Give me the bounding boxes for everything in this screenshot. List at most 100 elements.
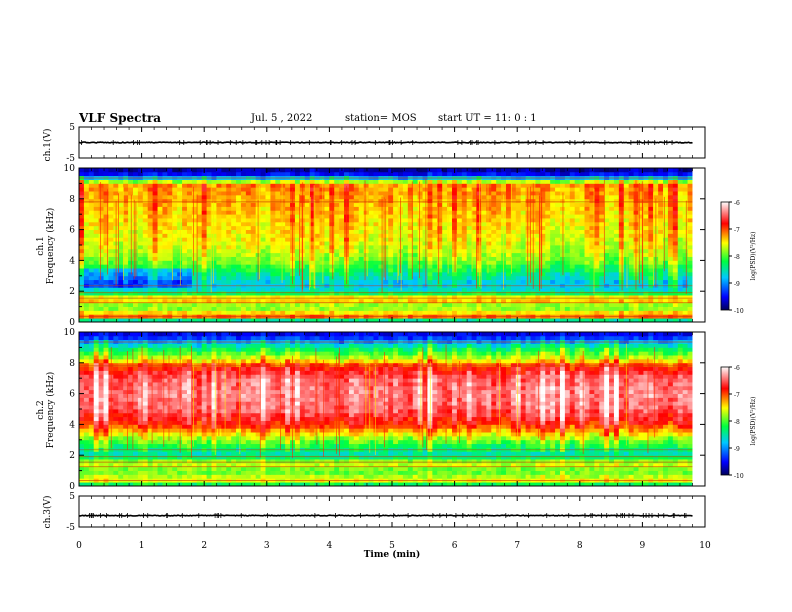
spectrogram-cell [525,264,531,269]
spectrogram-cell [123,241,129,246]
spectrogram-cell [658,248,664,254]
spectrogram-cell [525,318,531,323]
spectrogram-cell [309,229,315,234]
spectrogram-cell [196,318,203,323]
spectrogram-cell [231,206,237,211]
spectrogram-cell [471,194,477,200]
spectrogram-cell [623,183,630,188]
spectrogram-cell [412,256,419,261]
spectrogram-cell [304,225,311,230]
spectrogram-cell [167,221,173,227]
spectrogram-cell [290,287,296,292]
spectrogram-cell [442,202,448,207]
spectrogram-cell [344,295,350,300]
spectrogram-cell [88,256,95,261]
spectrogram-cell [162,271,168,277]
spectrogram-cell [93,225,100,230]
spectrogram-cell [108,179,114,184]
spectrogram-cell [402,268,409,273]
spectrogram-cell [427,179,433,184]
spectrogram-cell [368,260,374,265]
spectrogram-cell [604,291,610,296]
spectrogram-cell [98,194,104,200]
spectrogram-cell [569,191,576,196]
spectrogram-cell [687,233,693,238]
spectrogram-cell [299,318,306,323]
spectrogram-cell [599,229,605,234]
spectrogram-cell [682,287,688,292]
spectrogram-cell [530,287,536,292]
spectrogram-cell [515,218,522,223]
spectrogram-cell [555,245,561,250]
spectrogram-cell [363,318,369,323]
spectrogram-cell [427,202,433,207]
y-tick-label: -5 [66,154,75,164]
spectrogram-cell [152,318,158,323]
spectrogram-cell [589,302,595,307]
spectrogram-cell [604,245,610,250]
spectrogram-cell [682,221,688,227]
spectrogram-cell [211,275,217,281]
spectrogram-cell [584,318,590,323]
spectrogram-cell [442,279,448,284]
spectrogram-cell [545,306,551,311]
spectrogram-cell [334,210,340,215]
spectrogram-cell [314,229,320,234]
spectrogram-cell [604,225,610,230]
spectrogram-cell [324,318,330,323]
spectrogram-cell [550,252,556,257]
spectrogram-cell [417,179,423,184]
spectrogram-cell [348,206,355,211]
spectrogram-cell [79,306,85,311]
spectrogram-cell [162,306,168,311]
spectrogram-cell [417,268,423,273]
spectrogram-cell [172,248,178,254]
spectrogram-cell [589,233,595,238]
spectrogram-cell [294,275,301,281]
spectrogram-cell [147,302,154,307]
spectrogram-cell [128,198,134,204]
spectrogram-cell [579,241,585,246]
spectrogram-cell [427,183,433,188]
spectrogram-cell [667,275,674,281]
spectrogram-cell [123,218,129,223]
spectrogram-cell [368,295,374,300]
spectrogram-cell [594,233,600,238]
spectrogram-cell [324,214,330,219]
spectrogram-cell [157,225,163,230]
spectrogram-cell [93,183,100,188]
spectrogram-cell [270,191,276,196]
spectrogram-cell [83,214,90,219]
spectrogram-cell [589,287,595,292]
spectrogram-cell [417,318,423,323]
spectrogram-cell [83,191,90,196]
spectrogram-cell [339,260,345,265]
spectrogram-cell [677,279,684,284]
spectrogram-cell [677,187,684,192]
spectrogram-cell [412,302,419,307]
spectrogram-cell [83,252,90,257]
spectrogram-cell [79,245,85,250]
spectrogram-cell [672,264,679,269]
spectrogram-cell [324,191,330,196]
spectrogram-cell [236,191,242,196]
spectrogram-cell [226,218,232,223]
spectrogram-cell [579,256,585,261]
spectrogram-cell [245,268,252,273]
spectrogram-cell [442,187,448,192]
spectrogram-cell [118,241,124,246]
spectrogram-cell [236,279,242,284]
spectrogram-cell [412,271,419,277]
spectrogram-cell [447,210,453,215]
spectrogram-cell [167,237,173,242]
spectrogram-cell [466,237,473,242]
spectrogram-cell [535,310,541,315]
spectrogram-cell [324,271,330,277]
spectrogram-cell [339,298,345,304]
spectrogram-cell [628,187,634,192]
spectrogram-cell [314,245,320,250]
spectrogram-cell [667,318,674,323]
spectrogram-cell [609,225,615,230]
spectrogram-cell [79,241,85,246]
spectrogram-cell [123,268,129,273]
